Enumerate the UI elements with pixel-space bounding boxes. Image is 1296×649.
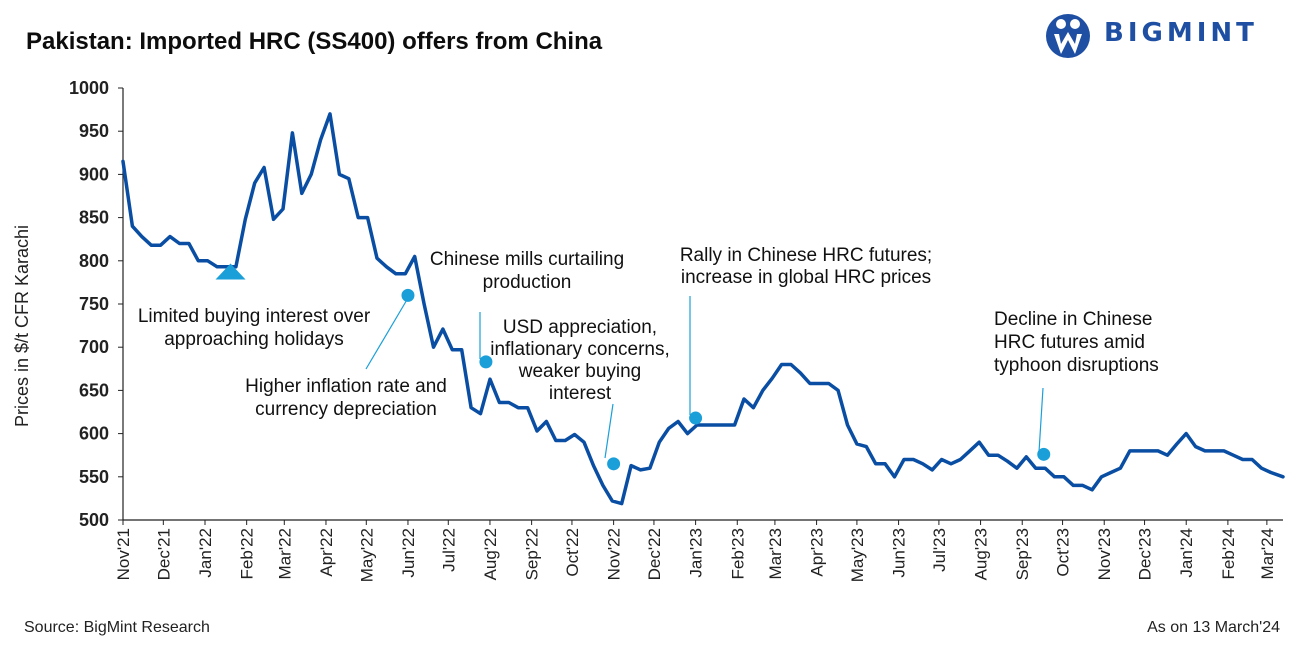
x-tick-label: Nov'21: [114, 528, 133, 580]
annotation-line: interest: [549, 383, 612, 404]
y-tick-label: 600: [79, 424, 109, 444]
x-tick-label: Dec'23: [1136, 528, 1155, 580]
annotation-line: production: [483, 272, 572, 293]
x-tick-label: Dec'21: [154, 528, 173, 580]
annotation-text: Higher inflation rate and currency deprec…: [245, 376, 447, 420]
x-tick-label: Feb'23: [728, 528, 747, 579]
annotation-line: currency depreciation: [255, 399, 437, 420]
y-tick-label: 800: [79, 251, 109, 271]
y-tick-label: 500: [79, 510, 109, 530]
y-tick-label: 650: [79, 380, 109, 400]
x-tick-label: Oct'22: [563, 528, 582, 577]
x-tick-label: May'22: [357, 528, 376, 582]
x-tick-label: Jul'22: [439, 528, 458, 572]
x-tick-label: Sep'22: [523, 528, 542, 580]
y-tick-label: 900: [79, 164, 109, 184]
series-line: [121, 112, 1285, 506]
x-tick-label: Oct'23: [1054, 528, 1073, 577]
annotation-line: inflationary concerns,: [490, 339, 670, 360]
x-tick-label: Feb'24: [1219, 528, 1238, 579]
annotation-line: increase in global HRC prices: [681, 267, 931, 288]
y-tick-label: 850: [79, 208, 109, 228]
source-note: Source: BigMint Research: [24, 619, 210, 636]
x-tick-label: Aug'23: [972, 528, 991, 580]
annotation-leader-line: [604, 403, 614, 459]
annotation-line: typhoon disruptions: [994, 355, 1159, 376]
y-axis-label: Prices in $/t CFR Karachi: [12, 225, 32, 427]
x-tick-label: Mar'23: [766, 528, 785, 579]
annotation-line: Chinese mills curtailing: [430, 249, 624, 270]
y-tick-label: 950: [79, 121, 109, 141]
x-tick-labels: Nov'21 Dec'21 Jan'22 Feb'22 Mar'22 Apr'22 May'…: [114, 520, 1277, 582]
x-tick-label: Nov'22: [605, 528, 624, 580]
logo-emblem-icon: [1046, 14, 1090, 58]
y-tick-label: 700: [79, 337, 109, 357]
annotation-text: USD appreciation, inflationary concerns, w…: [490, 317, 670, 404]
annotation-text: Limited buying interest over approaching …: [138, 306, 371, 350]
y-tick-label: 750: [79, 294, 109, 314]
annotation-markers: [215, 263, 1051, 471]
x-tick-label: Jun'23: [890, 528, 909, 578]
annotation-marker-dot: [689, 411, 703, 425]
annotation-marker-dot: [1037, 447, 1051, 461]
x-tick-label: Mar'22: [275, 528, 294, 579]
as-on-date: As on 13 March'24: [1147, 619, 1280, 636]
logo-text: BIGMINT: [1104, 18, 1258, 48]
x-tick-label: May'23: [848, 528, 867, 582]
x-tick-label: Jan'22: [196, 528, 215, 578]
annotation-line: HRC futures amid: [994, 332, 1145, 353]
y-tick-label: 550: [79, 467, 109, 487]
annotation-line: USD appreciation,: [503, 317, 657, 338]
annotation-leader-line: [1038, 387, 1044, 453]
annotation-leader-line: [365, 297, 409, 370]
annotation-marker-dot: [607, 457, 621, 471]
x-tick-label: Jan'23: [687, 528, 706, 578]
annotation-line: weaker buying: [518, 361, 642, 382]
annotation-leaders: [365, 296, 1044, 459]
annotation-line: Higher inflation rate and: [245, 376, 447, 397]
x-tick-label: Nov'23: [1095, 528, 1114, 580]
annotation-text: Chinese mills curtailing production: [430, 249, 624, 293]
x-tick-label: Jun'22: [399, 528, 418, 578]
x-tick-label: Jul'23: [930, 528, 949, 572]
annotation-text: Rally in Chinese HRC futures; increase in…: [680, 245, 932, 288]
x-tick-label: Aug'22: [481, 528, 500, 580]
annotation-marker-dot: [401, 288, 415, 302]
bigmint-logo: BIGMINT: [1042, 6, 1286, 62]
annotation-line: approaching holidays: [164, 329, 344, 350]
annotation-line: Decline in Chinese: [994, 309, 1152, 330]
annotation-text: Decline in Chinese HRC futures amid typhoo…: [994, 309, 1159, 376]
x-tick-label: Dec'22: [645, 528, 664, 580]
annotation-line: Limited buying interest over: [138, 306, 371, 327]
x-tick-label: Mar'24: [1258, 528, 1277, 579]
x-tick-label: Jan'24: [1177, 528, 1196, 578]
annotation-marker-dot: [479, 355, 493, 369]
annotation-line: Rally in Chinese HRC futures;: [680, 245, 932, 266]
x-tick-label: Feb'22: [238, 528, 257, 579]
annotations: Limited buying interest over approaching …: [138, 245, 1159, 420]
annotation-marker-triangle: [215, 263, 246, 280]
y-tick-label: 1000: [69, 78, 109, 98]
x-tick-label: Apr'22: [317, 528, 336, 577]
y-tick-labels: 500 550 600 650 700 750 800 850 900 950 1000: [69, 78, 123, 530]
chart-title: Pakistan: Imported HRC (SS400) offers fr…: [26, 28, 603, 55]
x-tick-label: Apr'23: [808, 528, 827, 577]
x-tick-label: Sep'23: [1013, 528, 1032, 580]
